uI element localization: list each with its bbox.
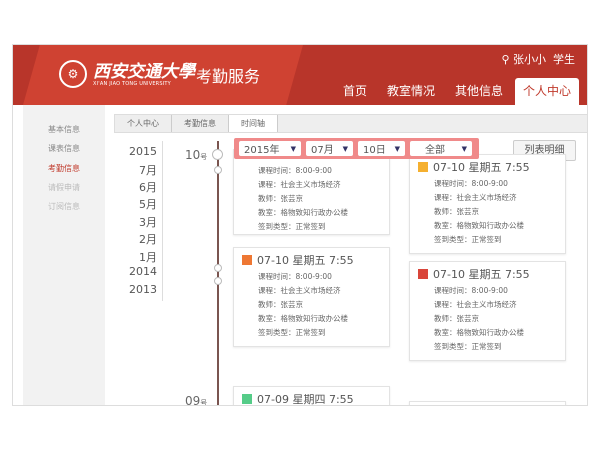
sidebar: 基本信息 课表信息 考勤信息 请假申请 订阅信息 (23, 105, 105, 405)
university-logo: 西安交通大學 (93, 62, 195, 82)
attendance-card[interactable]: 课程时间：8:00-9:00 课程：社会主义市场经济 教师：张芸京 教室：格物致知行政… (233, 149, 390, 235)
breadcrumb-item[interactable]: 个人中心 (115, 115, 172, 132)
nav-personal[interactable]: 个人中心 (514, 78, 579, 105)
main-nav: 首页 教室情况 其他信息 个人中心 (331, 78, 579, 105)
timeline-line (217, 141, 219, 405)
checkin-icon (242, 394, 252, 404)
day-label: 09号 (185, 394, 208, 406)
caret-down-icon: ▼ (461, 144, 467, 153)
breadcrumb: 个人中心 考勤信息 时间轴 (114, 114, 587, 133)
university-subtitle: XI'AN JIAO TONG UNIVERSITY (93, 81, 171, 87)
nav-home[interactable]: 首页 (342, 84, 367, 98)
month-item[interactable]: 2月 (139, 233, 157, 246)
sidebar-item-attendance[interactable]: 考勤信息 (48, 164, 80, 173)
sidebar-item-basic[interactable]: 基本信息 (48, 125, 80, 134)
caret-down-icon: ▼ (290, 144, 296, 153)
service-title: 考勤服务 (196, 67, 261, 86)
university-seal-icon: ⚙ (59, 60, 87, 88)
month-item[interactable]: 7月 (139, 164, 157, 177)
day-select[interactable]: 10日 ▼ (358, 141, 405, 156)
caret-down-icon: ▼ (342, 144, 348, 153)
timeline-node (214, 166, 222, 174)
nav-other[interactable]: 其他信息 (454, 84, 503, 98)
sidebar-item-schedule[interactable]: 课表信息 (48, 144, 80, 153)
app-window: ⚙ 西安交通大學 XI'AN JIAO TONG UNIVERSITY 考勤服务… (12, 44, 588, 406)
caret-down-icon: ▼ (394, 144, 400, 153)
attendance-card[interactable]: 07-10 星期五 7:55 课程时间：8:00-9:00 课程：社会主义市场经济… (409, 261, 566, 361)
filter-bar: 2015年 ▼ 07月 ▼ 10日 ▼ 全部 ▼ (234, 138, 479, 159)
checkin-icon (418, 162, 428, 172)
checkin-icon (242, 255, 252, 265)
timeline-node (214, 277, 222, 285)
attendance-card[interactable] (409, 401, 566, 405)
breadcrumb-current: 时间轴 (229, 115, 278, 132)
year-item[interactable]: 2014 (129, 265, 157, 278)
user-info[interactable]: ⚲ 张小小 学生 (501, 53, 575, 66)
sidebar-item-leave[interactable]: 请假申请 (48, 183, 80, 192)
year-item[interactable]: 2013 (129, 283, 157, 296)
attendance-card[interactable]: 07-10 星期五 7:55 课程时间：8:00-9:00 课程：社会主义市场经济… (409, 154, 566, 254)
checkin-icon (418, 269, 428, 279)
month-item[interactable]: 3月 (139, 216, 157, 229)
month-select[interactable]: 07月 ▼ (306, 141, 353, 156)
breadcrumb-item[interactable]: 考勤信息 (172, 115, 229, 132)
sidebar-item-subscribe[interactable]: 订阅信息 (48, 202, 80, 211)
attendance-card[interactable]: 07-09 星期四 7:55 (233, 386, 390, 405)
year-select[interactable]: 2015年 ▼ (239, 141, 301, 156)
month-item[interactable]: 6月 (139, 181, 157, 194)
year-item[interactable]: 2015 (129, 145, 157, 158)
nav-classroom[interactable]: 教室情况 (386, 84, 435, 98)
month-item[interactable]: 5月 (139, 198, 157, 211)
type-select[interactable]: 全部 ▼ (410, 141, 472, 156)
divider (162, 141, 163, 301)
attendance-card[interactable]: 07-10 星期五 7:55 课程时间：8:00-9:00 课程：社会主义市场经济… (233, 247, 390, 347)
user-icon: ⚲ (501, 53, 510, 66)
timeline-node (212, 149, 223, 160)
timeline-node (214, 264, 222, 272)
day-label: 10号 (185, 148, 208, 162)
header: ⚙ 西安交通大學 XI'AN JIAO TONG UNIVERSITY 考勤服务… (13, 45, 587, 105)
month-item[interactable]: 1月 (139, 251, 157, 264)
